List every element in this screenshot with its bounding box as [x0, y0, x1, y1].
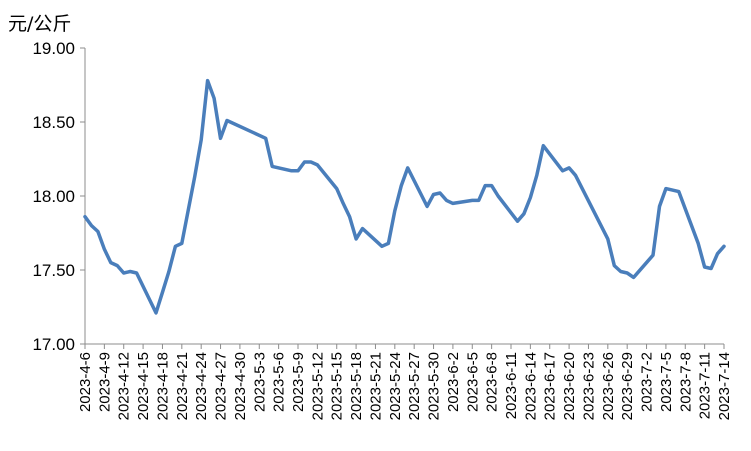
- price-series-line: [83, 78, 726, 315]
- x-tick-label: 2023-7-8: [677, 352, 694, 412]
- x-tick-label: 2023-6-2: [445, 352, 462, 412]
- x-tick-label: 2023-7-5: [658, 352, 675, 412]
- x-tick-label: 2023-5-30: [426, 352, 443, 420]
- x-tick-label: 2023-5-9: [290, 352, 307, 412]
- x-tick-label: 2023-6-29: [619, 352, 636, 420]
- x-tick-label: 2023-6-17: [542, 352, 559, 420]
- x-tick-label: 2023-4-30: [232, 352, 249, 420]
- y-tick-label: 18.00: [32, 187, 75, 206]
- x-tick-label: 2023-5-3: [251, 352, 268, 412]
- x-tick-label: 2023-5-24: [387, 352, 404, 420]
- x-tick-label: 2023-4-24: [193, 352, 210, 420]
- y-tick-label: 17.50: [32, 261, 75, 280]
- y-tick-label: 19.00: [32, 39, 75, 58]
- x-tick-label: 2023-5-18: [348, 352, 365, 420]
- x-tick-label: 2023-5-15: [329, 352, 346, 420]
- x-tick-label: 2023-4-9: [96, 352, 113, 412]
- x-tick-label: 2023-4-6: [77, 352, 94, 412]
- y-tick-label: 17.00: [32, 335, 75, 354]
- x-tick-label: 2023-5-27: [406, 352, 423, 420]
- y-tick-label: 18.50: [32, 113, 75, 132]
- x-tick-label: 2023-6-14: [522, 352, 539, 420]
- x-tick-label: 2023-4-18: [154, 352, 171, 420]
- x-tick-label: 2023-6-5: [464, 352, 481, 412]
- x-tick-label: 2023-4-15: [135, 352, 152, 420]
- x-tick-label: 2023-7-11: [697, 352, 714, 419]
- x-tick-label: 2023-4-12: [116, 352, 133, 420]
- x-axis: 2023-4-6 2023-4-9 2023-4-12 2023-4-15 2023-4…: [77, 343, 733, 420]
- x-tick-label: 2023-7-14: [716, 352, 733, 420]
- series-group: [83, 78, 726, 315]
- x-tick-label: 2023-6-23: [580, 352, 597, 420]
- x-tick-label: 2023-5-6: [271, 352, 288, 412]
- x-tick-label: 2023-4-21: [174, 352, 191, 420]
- y-axis: 17.00 17.50 18.00 18.50 19.00: [32, 39, 86, 354]
- x-tick-label: 2023-4-27: [213, 352, 230, 420]
- x-tick-label: 2023-5-21: [367, 352, 384, 420]
- y-axis-unit-label: 元/公斤: [8, 13, 72, 35]
- x-tick-label: 2023-7-2: [639, 352, 656, 412]
- x-tick-label: 2023-6-26: [600, 352, 617, 420]
- x-tick-label: 2023-5-12: [309, 352, 326, 420]
- x-tick-label: 2023-6-8: [484, 352, 501, 412]
- x-tick-label: 2023-6-11: [503, 352, 520, 419]
- x-tick-label: 2023-6-20: [561, 352, 578, 420]
